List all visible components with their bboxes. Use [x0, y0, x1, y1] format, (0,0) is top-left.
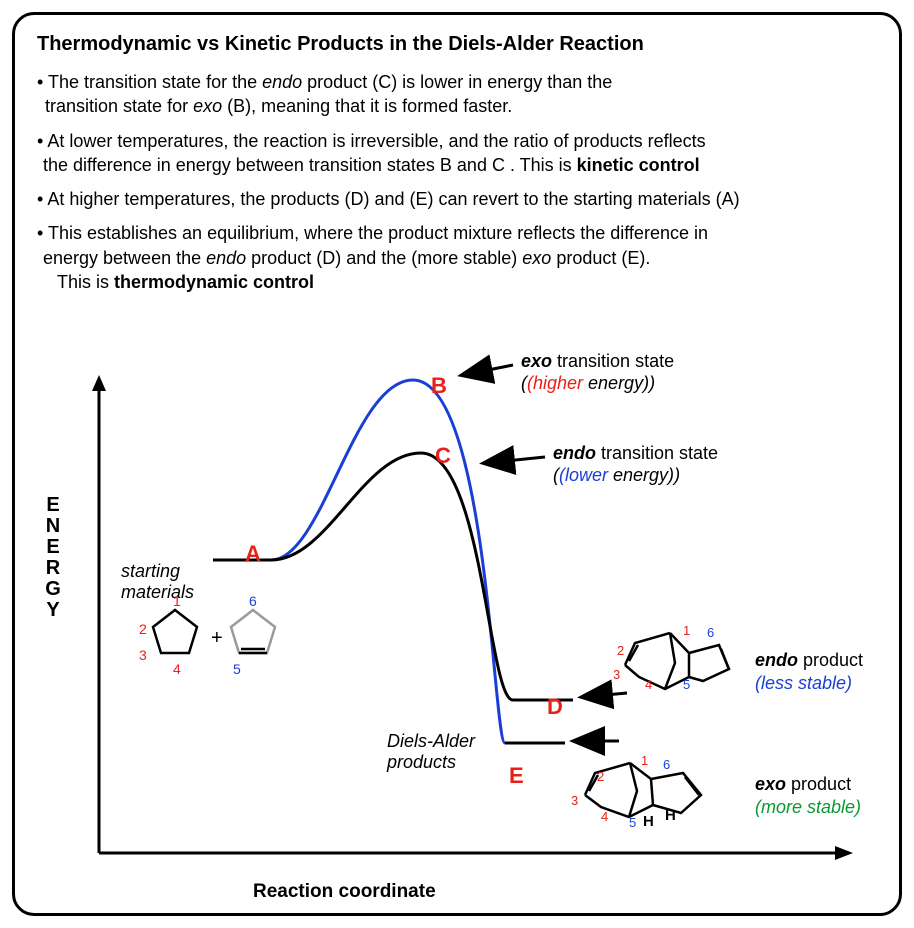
- exo-ts-label: exo transition state ((higher energy)): [521, 351, 674, 394]
- atom-num: 2: [617, 643, 624, 658]
- text: endo: [553, 443, 596, 463]
- text: energy): [608, 465, 674, 485]
- point-E: E: [509, 763, 524, 789]
- text: exo: [755, 774, 786, 794]
- H-label: H: [643, 813, 654, 830]
- text: (B), meaning that it is formed faster.: [222, 96, 512, 116]
- text: This establishes an equilibrium, where t…: [48, 223, 708, 243]
- atom-num: 2: [139, 621, 147, 637]
- atom-num: 3: [139, 647, 147, 663]
- axes: [92, 375, 853, 860]
- atom-num: 1: [173, 593, 181, 609]
- atom-num: 5: [629, 815, 636, 830]
- text: the difference in energy between transit…: [43, 155, 577, 175]
- atom-num: 4: [645, 677, 652, 692]
- text: transition state: [552, 351, 674, 371]
- energy-diagram: ENERGY Reaction coordinate A B C D E sta…: [43, 345, 875, 905]
- text: transition state: [596, 443, 718, 463]
- atom-num: 4: [601, 809, 608, 824]
- text: (more stable): [755, 797, 861, 817]
- text: (less stable): [755, 673, 852, 693]
- atom-num: 5: [683, 677, 690, 692]
- text: product: [786, 774, 851, 794]
- text: At higher temperatures, the products (D)…: [47, 189, 739, 209]
- text: This is: [43, 272, 114, 292]
- text-italic: endo: [262, 72, 302, 92]
- H-label: H: [665, 807, 676, 824]
- bullet-4: This establishes an equilibrium, where t…: [37, 221, 877, 294]
- text: endo: [755, 650, 798, 670]
- endo-ts-label: endo transition state ((lower energy)): [553, 443, 718, 486]
- atom-num: 6: [249, 593, 257, 609]
- text: product (C) is lower in energy than the: [302, 72, 612, 92]
- endo-product-structure: [625, 633, 729, 689]
- text: exo: [521, 351, 552, 371]
- bullet-3: At higher temperatures, the products (D)…: [37, 187, 877, 211]
- cyclopentadiene-dienophile: [231, 610, 275, 653]
- text: (lower: [559, 465, 608, 485]
- cyclopentadiene-diene: [153, 610, 197, 653]
- text: product (D) and the (more stable): [246, 248, 522, 268]
- text: At lower temperatures, the reaction is i…: [47, 131, 705, 151]
- bullet-2: At lower temperatures, the reaction is i…: [37, 129, 877, 178]
- text: transition state for: [43, 96, 193, 116]
- starting-materials-label: startingmaterials: [121, 561, 194, 602]
- atom-num: 4: [173, 661, 181, 677]
- atom-num: 1: [641, 753, 648, 768]
- diagram-panel: Thermodynamic vs Kinetic Products in the…: [12, 12, 902, 916]
- diels-alder-products-label: Diels-Alderproducts: [387, 731, 475, 772]
- point-A: A: [245, 541, 261, 567]
- text-bold: thermodynamic control: [114, 272, 314, 292]
- atom-num: 2: [597, 769, 604, 784]
- point-C: C: [435, 443, 451, 469]
- endo-product-label: endo product (less stable): [755, 649, 863, 694]
- text-italic: endo: [206, 248, 246, 268]
- atom-num: 5: [233, 661, 241, 677]
- x-axis-label: Reaction coordinate: [253, 881, 436, 903]
- text-italic: exo: [193, 96, 222, 116]
- point-D: D: [547, 694, 563, 720]
- text: product: [798, 650, 863, 670]
- plus-sign: +: [211, 627, 223, 650]
- text: product (E).: [551, 248, 650, 268]
- page-title: Thermodynamic vs Kinetic Products in the…: [37, 33, 877, 56]
- text-bold: kinetic control: [577, 155, 700, 175]
- text: energy between the: [43, 248, 206, 268]
- bullet-1: The transition state for the endo produc…: [37, 70, 877, 119]
- point-B: B: [431, 373, 447, 399]
- atom-num: 6: [707, 625, 714, 640]
- text: energy): [583, 373, 649, 393]
- atom-num: 3: [571, 793, 578, 808]
- text-italic: exo: [522, 248, 551, 268]
- chart-svg: [43, 345, 875, 905]
- text: (higher: [527, 373, 583, 393]
- y-axis-label: ENERGY: [43, 495, 65, 621]
- atom-num: 6: [663, 757, 670, 772]
- exo-product-label: exo product (more stable): [755, 773, 861, 818]
- text: The transition state for the: [48, 72, 262, 92]
- atom-num: 3: [613, 667, 620, 682]
- atom-num: 1: [683, 623, 690, 638]
